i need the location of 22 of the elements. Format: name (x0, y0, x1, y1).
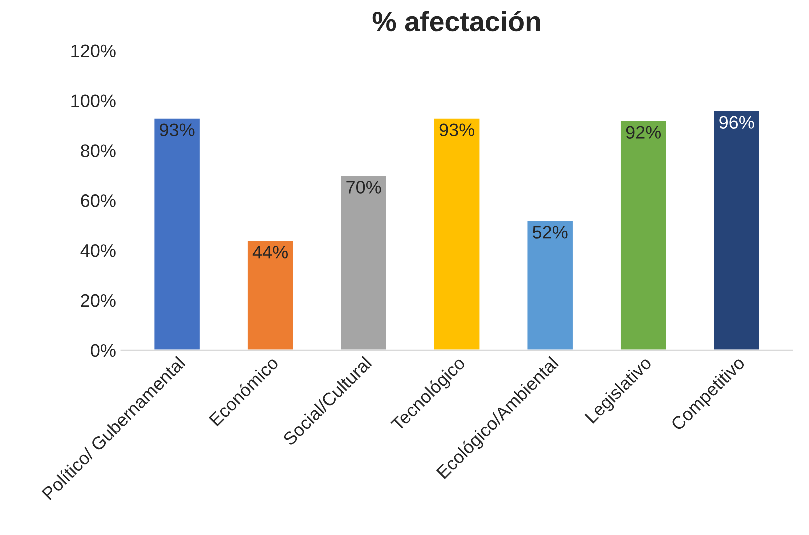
bar (246, 240, 295, 350)
data-label: 52% (533, 226, 568, 239)
data-label: 93% (440, 124, 475, 136)
data-label: 70% (346, 181, 382, 194)
data-label: 93% (160, 124, 195, 136)
chart-title: % afectación (372, 11, 540, 32)
bar (153, 118, 202, 350)
bar (620, 120, 668, 350)
y-tick-label: 40% (80, 244, 116, 258)
data-label: 92% (626, 126, 662, 139)
y-tick-label: 80% (81, 144, 116, 158)
bar (433, 118, 482, 350)
y-tick-label: 100% (72, 94, 116, 108)
y-tick-label: 0% (91, 344, 116, 358)
y-tick-label: 20% (81, 294, 116, 308)
bar (712, 110, 761, 350)
data-label: 44% (252, 246, 288, 259)
bar (340, 174, 388, 350)
y-tick-label: 60% (81, 194, 116, 208)
y-tick-label: 120% (72, 44, 116, 58)
bar (526, 220, 574, 350)
data-label: 96% (720, 116, 754, 129)
